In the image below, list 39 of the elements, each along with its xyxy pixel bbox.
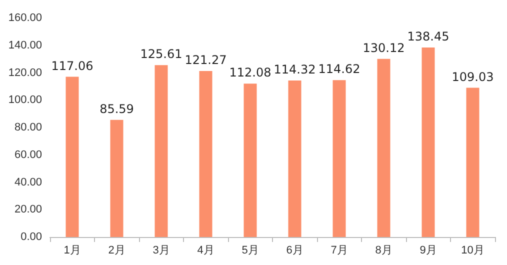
bar xyxy=(154,65,168,237)
data-label: 114.32 xyxy=(274,62,316,77)
data-label: 85.59 xyxy=(100,102,134,116)
y-tick-label: 160.00 xyxy=(8,12,42,24)
x-tick-label: 2月 xyxy=(108,244,126,256)
x-tick-label: 10月 xyxy=(461,244,484,256)
bar xyxy=(466,88,480,237)
data-label: 114.62 xyxy=(318,62,360,76)
x-tick-label: 7月 xyxy=(330,244,348,256)
x-tick-label: 9月 xyxy=(420,244,437,256)
bar xyxy=(288,80,302,237)
bar xyxy=(377,58,390,237)
data-label: 117.06 xyxy=(51,58,94,73)
y-tick-label: 100.00 xyxy=(8,94,42,106)
x-tick-label: 3月 xyxy=(152,244,170,256)
x-tick-label: 4月 xyxy=(197,244,214,256)
y-tick-label: 140.00 xyxy=(8,39,42,52)
data-label: 109.03 xyxy=(452,70,494,84)
bar xyxy=(332,80,346,237)
bar xyxy=(244,84,257,237)
bar xyxy=(110,120,124,237)
bar xyxy=(66,76,79,237)
bar xyxy=(199,71,212,237)
y-tick-label: 80.00 xyxy=(14,122,42,134)
data-label: 121.27 xyxy=(184,53,227,68)
x-tick-label: 5月 xyxy=(242,244,259,256)
y-tick-label: 0.00 xyxy=(20,231,42,243)
data-label: 125.61 xyxy=(140,47,182,62)
y-tick-label: 40.00 xyxy=(14,176,42,188)
data-label: 130.12 xyxy=(362,40,405,55)
x-tick-label: 1月 xyxy=(64,244,81,256)
y-tick-label: 20.00 xyxy=(14,204,42,216)
data-label: 112.08 xyxy=(229,66,272,80)
x-tick-label: 6月 xyxy=(286,244,304,256)
y-tick-label: 60.00 xyxy=(14,148,42,161)
bar xyxy=(422,47,435,237)
data-label: 138.45 xyxy=(407,29,450,44)
y-tick-label: 120.00 xyxy=(8,66,42,79)
x-tick-label: 8月 xyxy=(375,244,392,256)
